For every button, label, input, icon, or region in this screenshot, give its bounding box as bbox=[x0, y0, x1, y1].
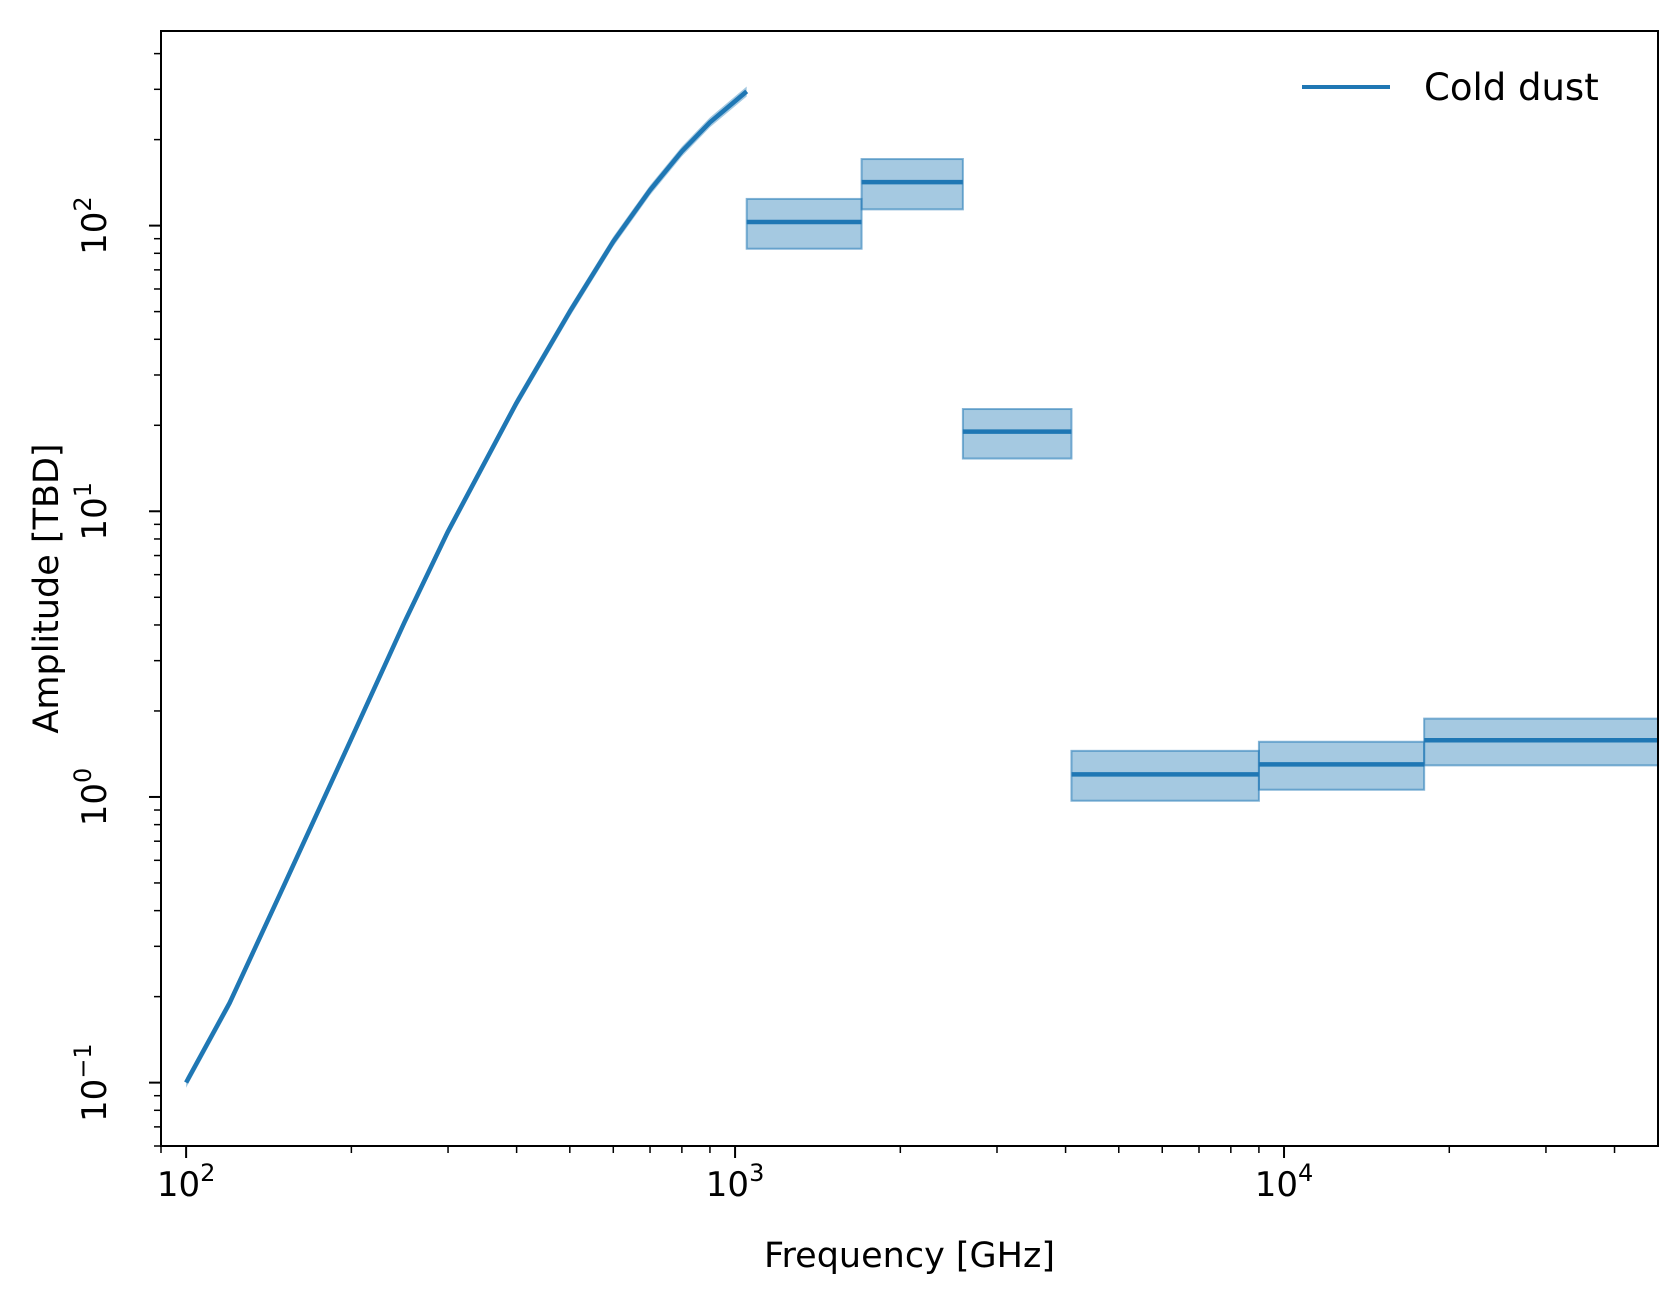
y-tick-label: 101 bbox=[69, 482, 115, 541]
curve-uncertainty-band bbox=[186, 86, 747, 1088]
plot-area bbox=[184, 86, 1659, 1088]
y-tick-label: 100 bbox=[69, 768, 115, 827]
legend-label-cold-dust: Cold dust bbox=[1424, 66, 1599, 109]
axes-frame bbox=[160, 30, 1659, 1147]
x-tick-label: 104 bbox=[1255, 1159, 1314, 1205]
cold-dust-curve bbox=[184, 89, 749, 1084]
x-axis-label: Frequency [GHz] bbox=[764, 1236, 1055, 1276]
axis-ticks: 102 103 104 10−1 100 101 102 bbox=[69, 52, 1616, 1205]
x-tick-label: 102 bbox=[157, 1159, 216, 1205]
y-axis-label: Amplitude [TBD] bbox=[27, 443, 67, 733]
y-tick-label: 10−1 bbox=[69, 1043, 115, 1122]
legend: Cold dust bbox=[1302, 66, 1599, 109]
x-tick-label: 103 bbox=[706, 1159, 765, 1205]
y-tick-label: 102 bbox=[69, 196, 115, 255]
